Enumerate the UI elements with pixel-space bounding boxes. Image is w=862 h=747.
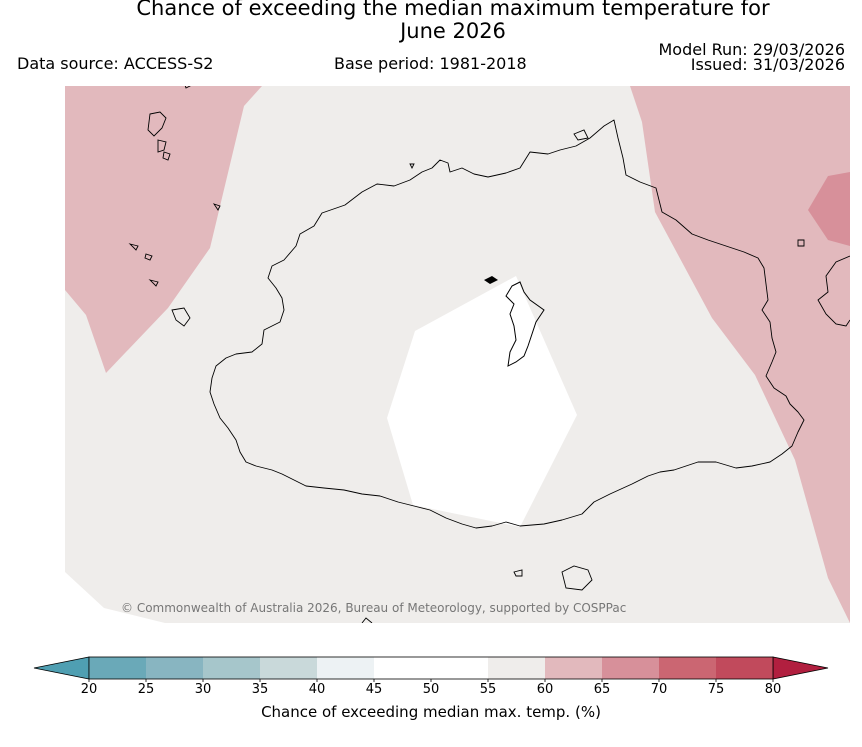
map-edge-fill bbox=[65, 572, 165, 623]
island-s-3 bbox=[361, 617, 373, 623]
colorbar-tick-label-30: 30 bbox=[194, 682, 212, 697]
colorbar-label: Chance of exceeding median max. temp. (%… bbox=[261, 703, 601, 721]
colorbar-tick-label-55: 55 bbox=[479, 682, 497, 697]
island-e-1 bbox=[797, 239, 805, 247]
region-45-55-centre bbox=[387, 276, 577, 527]
island-s-1 bbox=[561, 565, 593, 591]
base-period-label: Base period: 1981-2018 bbox=[334, 54, 527, 73]
colorbar-tick-label-80: 80 bbox=[764, 682, 782, 697]
colorbar-segment-70-75 bbox=[659, 657, 716, 679]
colorbar-segment-30-35 bbox=[203, 657, 260, 679]
island-nw-8 bbox=[171, 307, 191, 327]
issued-label: Issued: 31/03/2026 bbox=[690, 55, 845, 74]
probability-map bbox=[65, 86, 850, 623]
map-title: Chance of exceeding the median maximum t… bbox=[0, 0, 862, 43]
island-nw-1 bbox=[147, 111, 167, 137]
copyright-notice: © Commonwealth of Australia 2026, Bureau… bbox=[121, 601, 627, 615]
vanua-levu-edge bbox=[817, 255, 850, 327]
colorbar-segment-40-45 bbox=[317, 657, 374, 679]
colorbar-segment-45-50 bbox=[374, 657, 431, 679]
colorbar-tick-label-25: 25 bbox=[137, 682, 155, 697]
colorbar-tick-label-60: 60 bbox=[536, 682, 554, 697]
colorbar-segment-65-70 bbox=[602, 657, 659, 679]
data-source-label: Data source: ACCESS-S2 bbox=[17, 54, 214, 73]
colorbar-tick-label-50: 50 bbox=[422, 682, 440, 697]
island-nw-6 bbox=[144, 253, 153, 261]
colorbar-tick-label-75: 75 bbox=[707, 682, 725, 697]
colorbar-segment-55-60 bbox=[488, 657, 545, 679]
island-nw-2 bbox=[157, 139, 167, 153]
central-island-outline bbox=[505, 281, 545, 367]
colorbar-tick-label-45: 45 bbox=[365, 682, 383, 697]
island-nw-7 bbox=[148, 279, 159, 287]
colorbar bbox=[33, 656, 829, 682]
island-nw-9 bbox=[184, 86, 191, 89]
colorbar-segment-20-25 bbox=[89, 657, 146, 679]
map-title-line2: June 2026 bbox=[400, 19, 506, 43]
colorbar-segment-50-55 bbox=[431, 657, 488, 679]
colorbar-tick-label-70: 70 bbox=[650, 682, 668, 697]
viti-levu-coastline bbox=[209, 119, 805, 529]
island-nw-3 bbox=[162, 151, 171, 161]
island-s-2 bbox=[513, 569, 523, 577]
colorbar-tick-label-40: 40 bbox=[308, 682, 326, 697]
island-ne-2 bbox=[409, 163, 415, 170]
map-panel bbox=[65, 86, 850, 623]
region-60-65-northwest bbox=[65, 86, 262, 373]
colorbar-segment-60-65 bbox=[545, 657, 602, 679]
colorbar-segment-25-30 bbox=[146, 657, 203, 679]
island-ne-1 bbox=[573, 129, 589, 141]
colorbar-extend-low bbox=[33, 656, 90, 680]
island-nw-4 bbox=[212, 203, 221, 211]
model-run-label: Model Run: 29/03/2026 bbox=[658, 40, 846, 59]
colorbar-tick-label-20: 20 bbox=[80, 682, 98, 697]
colorbar-tick-label-65: 65 bbox=[593, 682, 611, 697]
region-65-70-east bbox=[808, 172, 850, 246]
central-islet bbox=[484, 276, 498, 284]
region-60-65-east bbox=[630, 86, 850, 623]
colorbar-tick-label-35: 35 bbox=[251, 682, 269, 697]
colorbar-segment-35-40 bbox=[260, 657, 317, 679]
map-title-line1: Chance of exceeding the median maximum t… bbox=[136, 0, 770, 20]
island-nw-5 bbox=[128, 243, 139, 251]
colorbar-segment-75-80 bbox=[716, 657, 773, 679]
colorbar-extend-high bbox=[772, 656, 829, 680]
